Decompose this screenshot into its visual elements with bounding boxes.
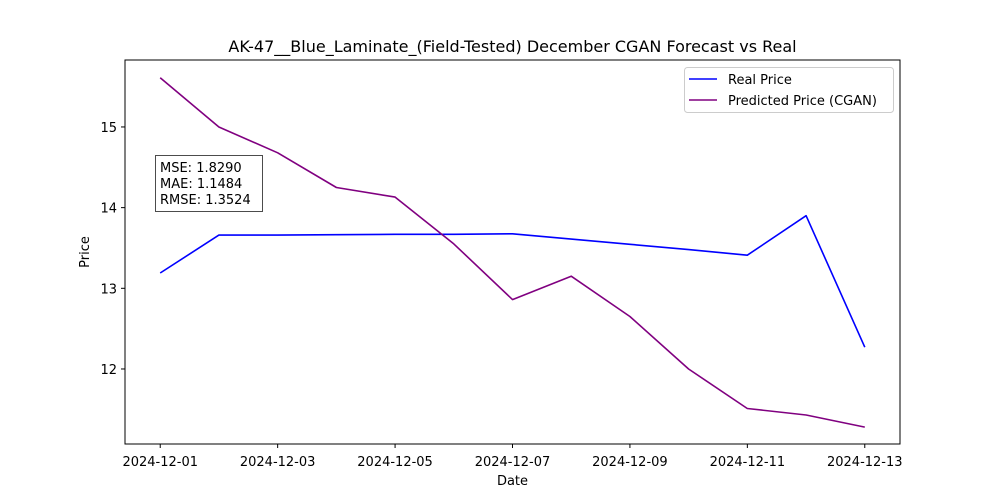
y-tick-label: 13	[100, 282, 117, 297]
stats-mae: MAE: 1.1484	[160, 177, 242, 192]
series-line-real-price	[159, 214, 866, 348]
stats-box-frame	[155, 155, 263, 212]
y-axis-label: Price	[78, 236, 93, 268]
x-tick-label: 2024-12-05	[357, 455, 433, 470]
y-tick-label: 12	[100, 363, 117, 378]
x-tick-label: 2024-12-01	[122, 455, 198, 470]
x-axis-label: Date	[497, 474, 528, 489]
chart-title: AK-47__Blue_Laminate_(Field-Tested) Dece…	[228, 37, 796, 57]
axes-frame	[124, 59, 901, 445]
plot-area	[159, 77, 866, 428]
series-line-predicted-price	[159, 77, 865, 428]
legend-frame	[684, 67, 894, 113]
x-tick-label: 2024-12-09	[592, 455, 668, 470]
stats-rmse: RMSE: 1.3524	[160, 193, 251, 208]
x-tick-label: 2024-12-11	[710, 455, 786, 470]
stats-box: MSE: 1.8290 MAE: 1.1484 RMSE: 1.3524	[155, 155, 263, 212]
x-axis-ticks: 2024-12-01 2024-12-03 2024-12-05 2024-12-07…	[122, 444, 903, 470]
y-tick-label: 14	[100, 202, 117, 217]
legend: Real Price Predicted Price (CGAN)	[684, 67, 894, 113]
x-tick-label: 2024-12-13	[827, 455, 903, 470]
legend-label-predicted-price: Predicted Price (CGAN)	[728, 94, 877, 109]
legend-label-real-price: Real Price	[728, 73, 792, 88]
x-tick-label: 2024-12-07	[475, 455, 551, 470]
stats-mse: MSE: 1.8290	[160, 161, 242, 176]
x-tick-label: 2024-12-03	[240, 455, 316, 470]
y-tick-label: 15	[100, 121, 117, 136]
y-axis-ticks: 12 13 14 15	[100, 121, 125, 378]
